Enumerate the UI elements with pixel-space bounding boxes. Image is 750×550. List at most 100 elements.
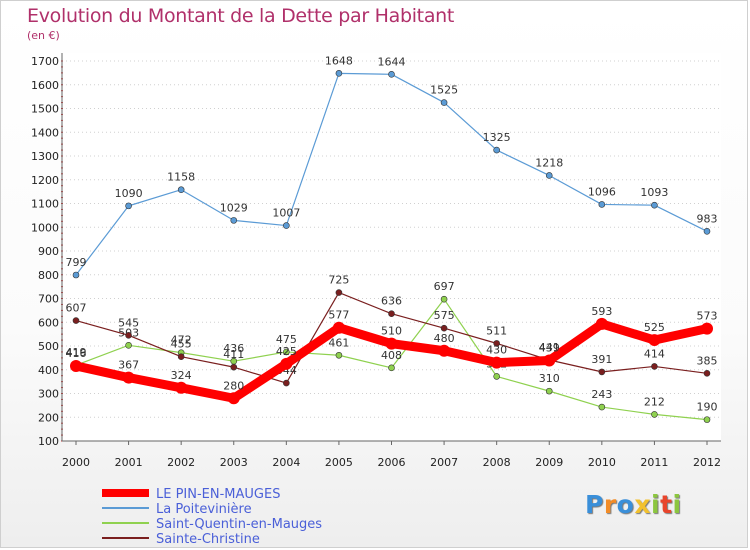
data-label-le-pin-en-mauges: 593 bbox=[591, 305, 612, 318]
data-label-la-poiteviniere: 799 bbox=[66, 256, 87, 269]
data-label-sainte-christine: 385 bbox=[697, 354, 718, 367]
data-label-la-poiteviniere: 1218 bbox=[535, 156, 563, 169]
data-point-sainte-christine bbox=[335, 289, 343, 296]
data-point-saint-quentin-en-mauges bbox=[335, 351, 343, 359]
data-label-le-pin-en-mauges: 367 bbox=[118, 359, 139, 372]
y-tick-label: 700 bbox=[38, 293, 59, 306]
data-label-sainte-christine: 414 bbox=[644, 347, 665, 360]
data-point-la-poiteviniere bbox=[283, 222, 290, 229]
data-label-saint-quentin-en-mauges: 212 bbox=[644, 395, 665, 408]
data-point-le-pin-en-mauges bbox=[385, 337, 398, 350]
data-point-le-pin-en-mauges bbox=[175, 381, 188, 394]
data-point-saint-quentin-en-mauges bbox=[493, 373, 500, 380]
y-tick-label: 1000 bbox=[31, 221, 59, 234]
data-point-saint-quentin-en-mauges bbox=[125, 341, 132, 349]
data-point-la-poiteviniere bbox=[545, 172, 553, 179]
data-point-la-poiteviniere bbox=[440, 99, 448, 106]
data-label-la-poiteviniere: 1644 bbox=[378, 55, 406, 68]
data-point-le-pin-en-mauges bbox=[701, 322, 713, 335]
data-point-sainte-christine bbox=[440, 324, 448, 332]
data-point-sainte-christine bbox=[177, 353, 185, 360]
x-tick-label: 2005 bbox=[325, 456, 353, 469]
data-label-le-pin-en-mauges: 324 bbox=[171, 369, 192, 382]
data-point-le-pin-en-mauges bbox=[70, 359, 82, 372]
data-label-sainte-christine: 575 bbox=[434, 309, 455, 322]
x-tick-label: 2006 bbox=[378, 456, 406, 469]
data-label-le-pin-en-mauges: 430 bbox=[486, 344, 507, 357]
data-point-le-pin-en-mauges bbox=[490, 356, 503, 369]
data-label-le-pin-en-mauges: 577 bbox=[328, 309, 349, 322]
x-tick-label: 2007 bbox=[430, 456, 458, 469]
data-point-le-pin-en-mauges bbox=[543, 354, 556, 367]
data-point-saint-quentin-en-mauges bbox=[283, 348, 290, 356]
logo-letter: r bbox=[603, 490, 617, 519]
x-tick-label: 2011 bbox=[640, 456, 668, 469]
proxiti-logo: Proxiti bbox=[585, 490, 682, 519]
data-point-saint-quentin-en-mauges bbox=[703, 416, 711, 423]
data-label-sainte-christine: 411 bbox=[223, 348, 244, 361]
data-label-la-poiteviniere: 1648 bbox=[325, 54, 353, 67]
y-tick-label: 1200 bbox=[31, 174, 59, 187]
logo-letter: t bbox=[660, 490, 673, 519]
data-label-saint-quentin-en-mauges: 461 bbox=[328, 336, 349, 349]
data-label-sainte-christine: 545 bbox=[118, 316, 139, 329]
data-label-sainte-christine: 725 bbox=[328, 274, 349, 287]
data-label-le-pin-en-mauges: 510 bbox=[381, 325, 402, 338]
y-tick-label: 100 bbox=[38, 435, 59, 448]
data-point-la-poiteviniere bbox=[230, 217, 238, 224]
data-point-sainte-christine bbox=[651, 363, 658, 370]
data-label-le-pin-en-mauges: 439 bbox=[539, 341, 560, 354]
data-point-sainte-christine bbox=[388, 310, 395, 318]
data-point-le-pin-en-mauges bbox=[438, 344, 451, 357]
data-label-saint-quentin-en-mauges: 310 bbox=[539, 372, 560, 385]
data-label-saint-quentin-en-mauges: 436 bbox=[223, 342, 244, 355]
data-label-sainte-christine: 455 bbox=[171, 338, 192, 351]
data-point-la-poiteviniere bbox=[125, 202, 132, 210]
data-label-la-poiteviniere: 1096 bbox=[588, 185, 616, 198]
x-tick-label: 2010 bbox=[588, 456, 616, 469]
y-tick-label: 200 bbox=[38, 411, 59, 424]
logo-letter: i bbox=[672, 490, 682, 519]
logo-letter: P bbox=[585, 490, 604, 519]
data-point-saint-quentin-en-mauges bbox=[388, 364, 395, 372]
x-tick-label: 2012 bbox=[693, 456, 721, 469]
data-point-sainte-christine bbox=[283, 379, 290, 387]
data-point-sainte-christine bbox=[125, 332, 132, 339]
data-label-sainte-christine: 636 bbox=[381, 295, 402, 308]
logo-letter: x bbox=[634, 490, 651, 519]
data-label-sainte-christine: 607 bbox=[66, 302, 87, 315]
legend-label: La Poitevinière bbox=[156, 502, 252, 517]
data-point-sainte-christine bbox=[598, 368, 606, 376]
data-label-saint-quentin-en-mauges: 243 bbox=[591, 388, 612, 401]
data-point-saint-quentin-en-mauges bbox=[545, 387, 553, 395]
data-label-le-pin-en-mauges: 425 bbox=[276, 345, 297, 358]
data-point-la-poiteviniere bbox=[651, 201, 658, 209]
y-tick-label: 1400 bbox=[31, 126, 59, 139]
logo-letter: i bbox=[651, 490, 661, 519]
data-label-le-pin-en-mauges: 480 bbox=[434, 332, 455, 345]
x-tick-label: 2004 bbox=[272, 456, 300, 469]
y-tick-label: 600 bbox=[38, 316, 59, 329]
x-tick-label: 2002 bbox=[167, 456, 195, 469]
data-point-la-poiteviniere bbox=[177, 186, 185, 194]
data-label-la-poiteviniere: 1029 bbox=[220, 201, 248, 214]
y-tick-label: 300 bbox=[38, 388, 59, 401]
logo-letter: o bbox=[616, 490, 635, 519]
data-label-sainte-christine: 391 bbox=[591, 353, 612, 366]
data-label-la-poiteviniere: 983 bbox=[697, 212, 718, 225]
data-label-la-poiteviniere: 1007 bbox=[272, 207, 300, 220]
data-label-sainte-christine: 511 bbox=[486, 324, 507, 337]
data-point-la-poiteviniere bbox=[703, 227, 711, 235]
data-label-saint-quentin-en-mauges: 419 bbox=[66, 346, 87, 359]
y-tick-label: 1300 bbox=[31, 150, 59, 163]
plot-area bbox=[62, 53, 721, 441]
data-label-la-poiteviniere: 1525 bbox=[430, 84, 458, 97]
data-point-la-poiteviniere bbox=[388, 71, 395, 78]
data-point-la-poiteviniere bbox=[493, 146, 500, 154]
data-point-sainte-christine bbox=[703, 370, 711, 377]
data-point-sainte-christine bbox=[230, 363, 238, 371]
data-point-le-pin-en-mauges bbox=[227, 392, 240, 405]
y-tick-label: 500 bbox=[38, 340, 59, 353]
